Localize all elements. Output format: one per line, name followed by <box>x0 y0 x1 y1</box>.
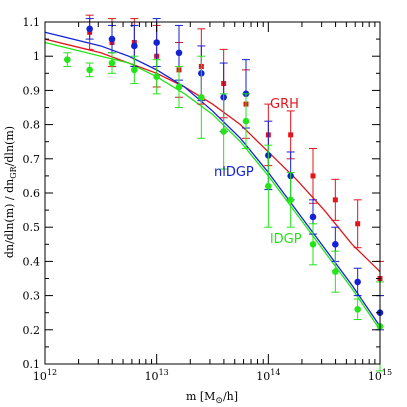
axes: 0.1 0.2 0.3 0.4 0.5 0.6 0.7 0.8 0.9 1 1.1 1012 1013 1… <box>23 16 393 383</box>
x-tick-label: 1014 <box>256 368 280 383</box>
plot-area <box>44 14 384 372</box>
point-nldgp <box>332 241 339 248</box>
x-axis-label: m [M⊙/h] <box>186 390 238 406</box>
y-axis-label: dn/dln(m) / dnGR/dln(m) <box>3 126 18 258</box>
point-ldgp <box>131 66 138 74</box>
series-label-ldgp: lDGP <box>270 232 302 247</box>
point-ldgp <box>86 66 93 74</box>
y-tick-label: 0.7 <box>23 153 41 166</box>
y-tick-label: 0.8 <box>23 119 41 132</box>
point-grh <box>288 132 294 138</box>
y-tick-label: 0.9 <box>23 84 41 97</box>
point-ldgp <box>64 56 71 63</box>
curve-grh <box>44 38 381 273</box>
point-grh <box>310 173 316 179</box>
y-tick-label: 0.4 <box>23 255 41 268</box>
point-nldgp <box>309 213 317 221</box>
series-label-nldgp: nlDGP <box>214 165 254 180</box>
point-nldgp <box>175 49 183 57</box>
point-nldgp <box>354 278 361 286</box>
y-tick-label: 0.1 <box>23 358 41 371</box>
point-ldgp <box>220 128 227 135</box>
point-ldgp <box>242 117 250 125</box>
point-ldgp <box>108 59 116 67</box>
point-ldgp <box>354 305 361 313</box>
point-ldgp <box>265 182 272 190</box>
y-tick-label: 1 <box>33 50 40 63</box>
y-tick-label: 0.3 <box>23 290 41 303</box>
point-nldgp <box>108 35 116 43</box>
point-grh <box>332 197 338 203</box>
curve-nldgp <box>44 31 381 327</box>
point-nldgp <box>131 42 138 50</box>
point-grh <box>355 221 361 227</box>
y-tick-label: 0.5 <box>23 221 41 234</box>
y-tick-label: 1.1 <box>23 16 41 29</box>
point-ldgp <box>153 73 160 81</box>
point-ldgp <box>198 93 205 101</box>
point-nldgp <box>153 39 160 46</box>
point-ldgp <box>287 196 294 204</box>
y-tick-label: 0.2 <box>23 324 41 337</box>
point-ldgp <box>175 83 183 91</box>
point-nldgp <box>86 25 93 33</box>
plot-frame <box>44 21 381 365</box>
x-tick-label: 1013 <box>145 368 169 383</box>
point-ldgp <box>332 268 339 275</box>
y-tick-label: 0.6 <box>23 187 41 200</box>
series-label-grh: GRH <box>270 97 299 112</box>
point-ldgp <box>309 241 317 248</box>
x-tick-label: 1012 <box>33 368 57 383</box>
x-tick-label: 1015 <box>368 368 392 383</box>
curve-ldgp <box>44 41 381 331</box>
